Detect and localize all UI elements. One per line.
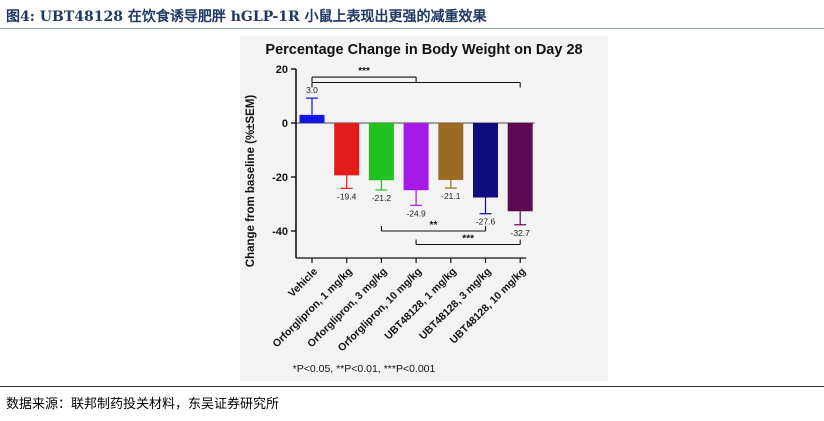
bar <box>299 114 325 123</box>
bar-chart: Percentage Change in Body Weight on Day … <box>245 42 583 375</box>
x-tick-label: Vehicle <box>286 266 320 300</box>
y-tick-label: 20 <box>276 64 288 76</box>
data-label: 3.0 <box>306 85 318 95</box>
data-label: -27.6 <box>476 217 496 227</box>
data-label: -32.7 <box>511 228 531 238</box>
y-axis-label: Change from baseline (%±SEM) <box>245 95 257 268</box>
bar <box>473 123 498 198</box>
data-label: -21.1 <box>441 191 461 201</box>
bar <box>438 123 464 180</box>
data-label: -21.2 <box>372 193 392 203</box>
data-label: -19.4 <box>337 191 357 201</box>
bar <box>334 123 360 176</box>
bar <box>507 123 533 212</box>
data-label: -24.9 <box>406 208 426 218</box>
figure-footer: 数据来源：联邦制药投关材料，东吴证券研究所 <box>0 386 824 421</box>
figure-title-text: UBT48128 在饮食诱导肥胖 hGLP-1R 小鼠上表现出更强的减重效果 <box>39 9 487 25</box>
y-tick-label: -40 <box>272 226 288 238</box>
figure-title: 图4: UBT48128 在饮食诱导肥胖 hGLP-1R 小鼠上表现出更强的减重… <box>6 6 487 26</box>
chart-panel: Percentage Change in Body Weight on Day … <box>240 36 608 381</box>
significance-label: *** <box>462 234 474 245</box>
significance-label: *** <box>358 66 370 77</box>
significance-label: ** <box>430 220 438 231</box>
plot-area: 20 0 -20 -40 3.0 -19.4 -21.2 -24.9 -21.1 -27.6 -32… <box>270 64 535 354</box>
data-source: 数据来源：联邦制药投关材料，东吴证券研究所 <box>6 397 280 412</box>
figure-label: 图4: <box>6 9 35 25</box>
figure-header: 图4: UBT48128 在饮食诱导肥胖 hGLP-1R 小鼠上表现出更强的减重… <box>0 0 824 29</box>
bar <box>368 123 394 181</box>
y-tick-label: -20 <box>272 172 288 184</box>
significance-footnote: *P<0.05, **P<0.01, ***P<0.001 <box>293 363 436 375</box>
chart-title: Percentage Change in Body Weight on Day … <box>265 42 582 58</box>
bar <box>403 123 429 191</box>
y-tick-label: 0 <box>282 118 288 130</box>
